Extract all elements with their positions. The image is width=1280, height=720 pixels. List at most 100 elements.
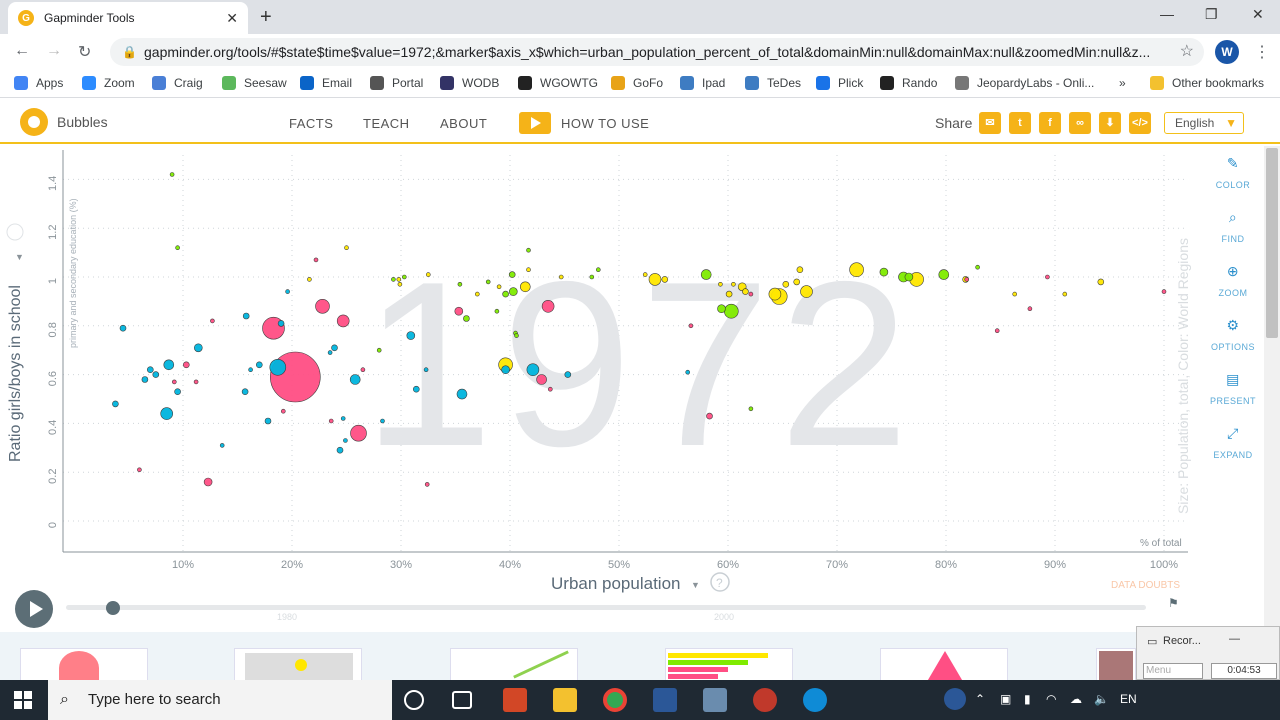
chrome-icon[interactable] — [603, 688, 627, 712]
tool-name[interactable]: Bubbles — [57, 114, 108, 130]
address-bar[interactable]: 🔒 gapminder.org/tools/#$state$time$value… — [110, 38, 1204, 66]
bubble-asia[interactable] — [748, 291, 754, 297]
bubble-europe[interactable] — [344, 245, 349, 250]
play-button[interactable] — [15, 590, 53, 628]
bubble-americas[interactable] — [717, 304, 726, 314]
bubble-europe[interactable] — [425, 272, 431, 277]
bubble-americas[interactable] — [376, 347, 382, 353]
bubble-africa[interactable] — [412, 385, 420, 393]
bubble-americas[interactable] — [748, 406, 754, 412]
window-restore-button[interactable]: ❐ — [1205, 6, 1218, 22]
wifi-icon[interactable]: ◠ — [1046, 692, 1057, 706]
tool-zoom-button[interactable]: ⊕ ZOOM — [1208, 260, 1258, 298]
bubble-africa[interactable] — [564, 371, 572, 378]
bubble-europe[interactable] — [661, 276, 669, 283]
back-arrow-icon[interactable]: ← — [14, 42, 30, 59]
bubble-europe[interactable] — [307, 277, 312, 282]
how-to-use-link[interactable]: HOW TO USE — [561, 116, 650, 131]
preview-dollar-street[interactable] — [1096, 648, 1136, 680]
battery-icon[interactable]: ▮ — [1024, 692, 1031, 706]
scrollbar-thumb[interactable] — [1266, 148, 1278, 338]
bubble-americas[interactable] — [938, 269, 950, 280]
facebook-share-icon[interactable]: f — [1039, 112, 1061, 134]
tool-expand-button[interactable]: ⤢ EXPAND — [1208, 422, 1258, 460]
tray-chevron-up-icon[interactable]: ⌃ — [975, 692, 986, 706]
bubble-africa[interactable] — [219, 443, 225, 448]
preview-line[interactable] — [450, 648, 578, 680]
bubble-americas[interactable] — [595, 267, 601, 273]
tool-present-button[interactable]: ▤ PRESENT — [1208, 368, 1258, 406]
bubble-asia[interactable] — [994, 328, 1000, 334]
bubble-europe[interactable] — [648, 273, 662, 286]
bubble-europe[interactable] — [725, 290, 733, 298]
bubble-europe[interactable] — [793, 278, 801, 286]
timeline-end-flag-icon[interactable]: ⚑ — [1168, 596, 1179, 610]
bubble-africa[interactable] — [242, 312, 250, 320]
bubble-americas[interactable] — [457, 281, 463, 287]
tool-find-button[interactable]: ⌕ FIND — [1208, 206, 1258, 244]
nav-about[interactable]: ABOUT — [440, 116, 488, 131]
bubble-europe[interactable] — [1012, 291, 1018, 297]
bubble-americas[interactable] — [508, 287, 518, 296]
forward-arrow-icon[interactable]: → — [46, 42, 62, 59]
window-close-button[interactable]: ✕ — [1252, 6, 1264, 22]
bubble-africa[interactable] — [380, 418, 385, 424]
bubble-asia[interactable] — [193, 379, 199, 385]
bubble-africa[interactable] — [340, 416, 346, 421]
bubble-europe[interactable] — [742, 288, 749, 295]
bubble-asia[interactable] — [541, 299, 555, 313]
download-icon[interactable]: ⬇ — [1099, 112, 1121, 134]
bubble-africa[interactable] — [331, 344, 338, 352]
bubble-africa[interactable] — [277, 320, 285, 327]
bubble-americas[interactable] — [526, 247, 531, 253]
bookmark-seesaw[interactable]: Seesaw — [222, 76, 287, 90]
bubble-asia[interactable] — [706, 412, 713, 420]
browser-tab[interactable]: G Gapminder Tools ✕ — [8, 2, 248, 34]
bubble-europe[interactable] — [474, 291, 480, 297]
bubble-asia[interactable] — [183, 361, 190, 369]
meet-now-icon[interactable]: ▣ — [1000, 692, 1012, 706]
bubble-europe[interactable] — [396, 277, 402, 282]
paint-app-icon[interactable] — [753, 688, 777, 712]
bubble-africa[interactable] — [112, 400, 119, 408]
bubble-africa[interactable] — [501, 365, 510, 375]
language-select[interactable]: English ▼ — [1164, 112, 1244, 134]
recorder-minimize-icon[interactable]: — — [1229, 633, 1240, 645]
nav-teach[interactable]: TEACH — [363, 116, 410, 131]
bookmark-email[interactable]: Email — [300, 76, 352, 90]
bubble-africa[interactable] — [255, 361, 263, 369]
twitter-share-icon[interactable]: t — [1009, 112, 1031, 134]
bubble-americas[interactable] — [879, 267, 889, 277]
bookmark-ipad[interactable]: Ipad — [680, 76, 725, 90]
bubble-africa[interactable] — [526, 363, 540, 377]
bubble-asia[interactable] — [172, 379, 177, 385]
bubble-europe[interactable] — [849, 262, 864, 278]
bubble-asia[interactable] — [203, 477, 213, 487]
cortana-icon[interactable] — [404, 690, 424, 710]
volume-icon[interactable]: 🔈 — [1094, 692, 1109, 706]
bookmark-apps[interactable]: Apps — [14, 76, 63, 90]
word-icon[interactable] — [653, 688, 677, 712]
bubble-africa[interactable] — [194, 343, 203, 353]
bubble-americas[interactable] — [401, 274, 407, 280]
bubble-africa[interactable] — [119, 324, 127, 332]
bubble-africa[interactable] — [456, 388, 468, 400]
bubble-americas[interactable] — [975, 264, 980, 270]
tab-close-icon[interactable]: ✕ — [226, 10, 238, 26]
bubble-asia[interactable] — [328, 418, 334, 424]
window-minimize-button[interactable]: — — [1160, 6, 1174, 22]
bubble-africa[interactable] — [264, 417, 272, 425]
bubble-asia[interactable] — [336, 314, 350, 328]
bubble-europe[interactable] — [731, 281, 736, 287]
recorder-menu-select[interactable]: Menu — [1143, 663, 1203, 679]
bubble-americas[interactable] — [391, 277, 396, 282]
bubble-africa[interactable] — [285, 289, 290, 294]
bubble-asia[interactable] — [454, 306, 464, 316]
bubble-africa[interactable] — [152, 371, 160, 378]
bubble-americas[interactable] — [502, 290, 509, 298]
bubble-africa[interactable] — [241, 388, 249, 396]
bubble-americas[interactable] — [169, 172, 175, 177]
bubble-americas[interactable] — [508, 271, 516, 278]
nav-facts[interactable]: FACTS — [289, 116, 334, 131]
link-share-icon[interactable]: ∞ — [1069, 112, 1091, 134]
